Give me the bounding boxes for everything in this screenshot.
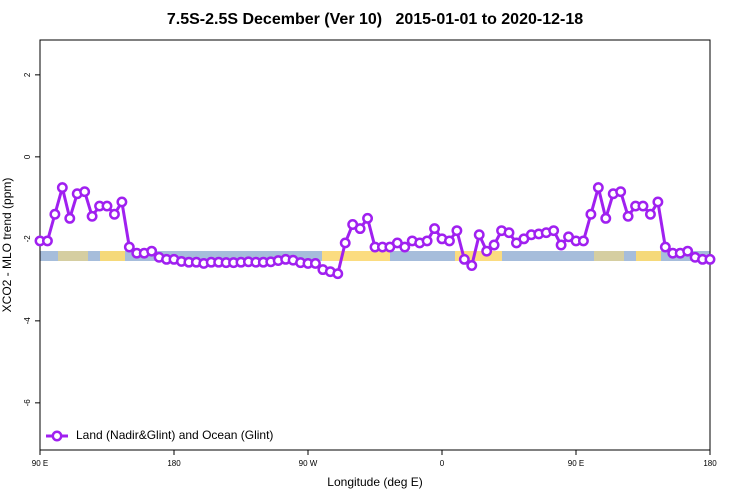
legend-marker <box>51 430 63 442</box>
point <box>339 237 351 249</box>
point <box>637 200 649 212</box>
x-axis-label: Longitude (deg E) <box>327 475 422 489</box>
point <box>622 210 634 222</box>
land-strip <box>322 251 390 261</box>
point <box>86 210 98 222</box>
point <box>458 253 470 265</box>
point <box>309 258 321 269</box>
point <box>421 235 433 247</box>
point <box>41 235 53 247</box>
point <box>555 239 567 251</box>
chart-title: 7.5S-2.5S December (Ver 10) 2015-01-01 t… <box>167 11 583 28</box>
point <box>451 225 463 237</box>
point <box>362 212 374 224</box>
y-tick-label: 2 <box>23 72 32 77</box>
y-axis-label: XCO2 - MLO trend (ppm) <box>0 178 14 313</box>
point <box>443 235 455 247</box>
y-tick-label: -2 <box>23 235 32 243</box>
point <box>64 212 76 224</box>
x-tick-label: 0 <box>440 459 445 468</box>
point <box>123 241 135 253</box>
land-strip <box>594 251 624 261</box>
point <box>548 225 560 237</box>
point <box>466 260 478 271</box>
point <box>652 196 664 208</box>
point <box>146 245 158 257</box>
point <box>488 239 500 251</box>
x-tick-label: 90 E <box>32 459 48 468</box>
land-ocean-strip <box>40 251 710 261</box>
y-tick-label: -6 <box>23 399 32 407</box>
point <box>429 223 441 235</box>
point <box>481 245 493 257</box>
land-strip <box>58 251 88 261</box>
point <box>644 208 656 220</box>
legend-label: Land (Nadir&Glint) and Ocean (Glint) <box>76 428 273 442</box>
point <box>577 235 589 247</box>
land-strip <box>100 251 125 261</box>
point <box>585 208 597 220</box>
land-strip <box>636 251 661 261</box>
point <box>116 196 128 208</box>
x-tick-label: 90 E <box>568 459 584 468</box>
x-tick-label: 180 <box>167 459 181 468</box>
point <box>79 186 91 198</box>
point <box>399 241 411 253</box>
x-tick-label: 180 <box>703 459 717 468</box>
point <box>592 182 604 194</box>
land-strip <box>455 251 502 261</box>
point <box>354 223 366 235</box>
point <box>659 241 671 253</box>
point <box>704 253 716 265</box>
point <box>108 208 120 220</box>
x-tick-label: 90 W <box>299 459 318 468</box>
point <box>473 229 485 241</box>
point <box>682 245 694 257</box>
point <box>56 182 68 194</box>
point <box>332 268 344 280</box>
point <box>503 227 515 239</box>
point <box>101 200 113 212</box>
y-tick-label: -4 <box>23 317 32 325</box>
point <box>600 212 612 224</box>
y-tick-label: 0 <box>23 154 32 159</box>
point <box>49 208 61 220</box>
point <box>615 186 627 198</box>
